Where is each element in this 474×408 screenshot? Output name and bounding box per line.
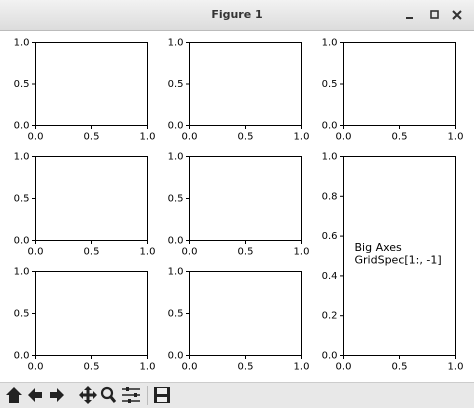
annotation: Big Axes (355, 241, 403, 254)
window-title: Figure 1 (211, 8, 262, 21)
x-tick-label: 0.5 (238, 247, 254, 258)
y-tick-label: 0.5 (14, 194, 30, 205)
x-tick-label: 0.5 (84, 132, 100, 143)
save-button[interactable] (154, 387, 170, 403)
x-tick-label: 0.0 (336, 132, 352, 143)
axes: 0.0 0.5 1.0 0.0 0.5 1.0 (14, 152, 156, 258)
y-tick-label: 0.5 (322, 79, 338, 90)
minimize-button[interactable] (403, 8, 417, 22)
axes-frame (35, 156, 148, 241)
y-tick-label: 0.6 (322, 231, 338, 242)
y-tick-label: 0.0 (14, 351, 30, 362)
axes: 0.0 0.5 1.0 0.0 0.5 1.0 (168, 267, 310, 373)
x-tick-label: 1.0 (140, 362, 156, 373)
pan-button[interactable] (79, 386, 97, 404)
y-tick-label: 0.2 (322, 311, 338, 322)
axes: 0.0 0.5 1.0 0.0 0.5 1.0 (14, 38, 156, 143)
y-tick-label: 0.5 (168, 194, 184, 205)
y-tick-label: 1.0 (168, 152, 184, 163)
toolbar (0, 382, 474, 408)
y-tick-label: 0.0 (168, 121, 184, 132)
back-button[interactable] (28, 388, 42, 402)
x-tick-label: 1.0 (294, 247, 310, 258)
x-tick-label: 0.5 (238, 132, 254, 143)
axes: 0.0 0.5 1.0 0.0 0.2 0.4 0.6 0.8 1.0 Big AxesGridS… (322, 152, 464, 373)
y-tick-label: 0.0 (322, 351, 338, 362)
x-tick-label: 0.0 (182, 132, 198, 143)
x-tick-label: 0.5 (238, 362, 254, 373)
x-tick-label: 0.0 (336, 362, 352, 373)
home-button[interactable] (6, 387, 22, 403)
y-tick-label: 0.5 (14, 79, 30, 90)
y-tick-label: 0.0 (168, 351, 184, 362)
y-tick-label: 1.0 (14, 152, 30, 163)
y-tick-label: 0.0 (168, 236, 184, 247)
y-tick-label: 0.4 (322, 271, 338, 282)
x-tick-label: 0.0 (28, 362, 44, 373)
x-tick-label: 1.0 (448, 132, 464, 143)
title-bar (0, 0, 474, 30)
axes-frame (189, 271, 302, 356)
axes-frame (189, 156, 302, 241)
y-tick-label: 0.0 (322, 121, 338, 132)
axes-frame (189, 42, 302, 126)
x-tick-label: 0.5 (392, 132, 408, 143)
x-tick-label: 1.0 (448, 362, 464, 373)
y-tick-label: 0.5 (14, 309, 30, 320)
y-tick-label: 1.0 (322, 38, 338, 49)
y-tick-label: 0.5 (168, 309, 184, 320)
y-tick-label: 0.0 (14, 121, 30, 132)
x-tick-label: 0.0 (182, 247, 198, 258)
x-tick-label: 0.0 (182, 362, 198, 373)
x-tick-label: 1.0 (140, 247, 156, 258)
axes-frame (35, 42, 148, 126)
x-tick-label: 0.5 (392, 362, 408, 373)
zoom-button[interactable] (100, 386, 117, 403)
axes-frame (35, 271, 148, 356)
axes: 0.0 0.5 1.0 0.0 0.5 1.0 (14, 267, 156, 373)
y-tick-label: 1.0 (168, 267, 184, 278)
x-tick-label: 0.5 (84, 247, 100, 258)
x-tick-label: 0.0 (28, 247, 44, 258)
y-tick-label: 1.0 (14, 267, 30, 278)
y-tick-label: 0.5 (168, 79, 184, 90)
axes: 0.0 0.5 1.0 0.0 0.5 1.0 (168, 152, 310, 258)
close-button[interactable] (450, 8, 464, 22)
x-tick-label: 1.0 (140, 132, 156, 143)
y-tick-label: 1.0 (14, 38, 30, 49)
x-tick-label: 1.0 (294, 132, 310, 143)
y-tick-label: 0.0 (14, 236, 30, 247)
x-tick-label: 1.0 (294, 362, 310, 373)
y-tick-label: 1.0 (322, 152, 338, 163)
axes: 0.0 0.5 1.0 0.0 0.5 1.0 (168, 38, 310, 143)
annotation: GridSpec[1:, -1] (355, 254, 442, 267)
y-tick-label: 1.0 (168, 38, 184, 49)
maximize-button[interactable] (427, 8, 441, 22)
y-tick-label: 0.8 (322, 191, 338, 202)
axes: 0.0 0.5 1.0 0.0 0.5 1.0 (322, 38, 464, 143)
configure-button[interactable] (122, 387, 140, 403)
forward-button[interactable] (50, 388, 64, 402)
x-tick-label: 0.5 (84, 362, 100, 373)
figure: 0.0 0.5 1.00.00.51.00.0 0.5 1.00.00.51.00.0 0… (14, 38, 464, 373)
x-tick-label: 0.0 (28, 132, 44, 143)
axes-frame (343, 42, 456, 126)
